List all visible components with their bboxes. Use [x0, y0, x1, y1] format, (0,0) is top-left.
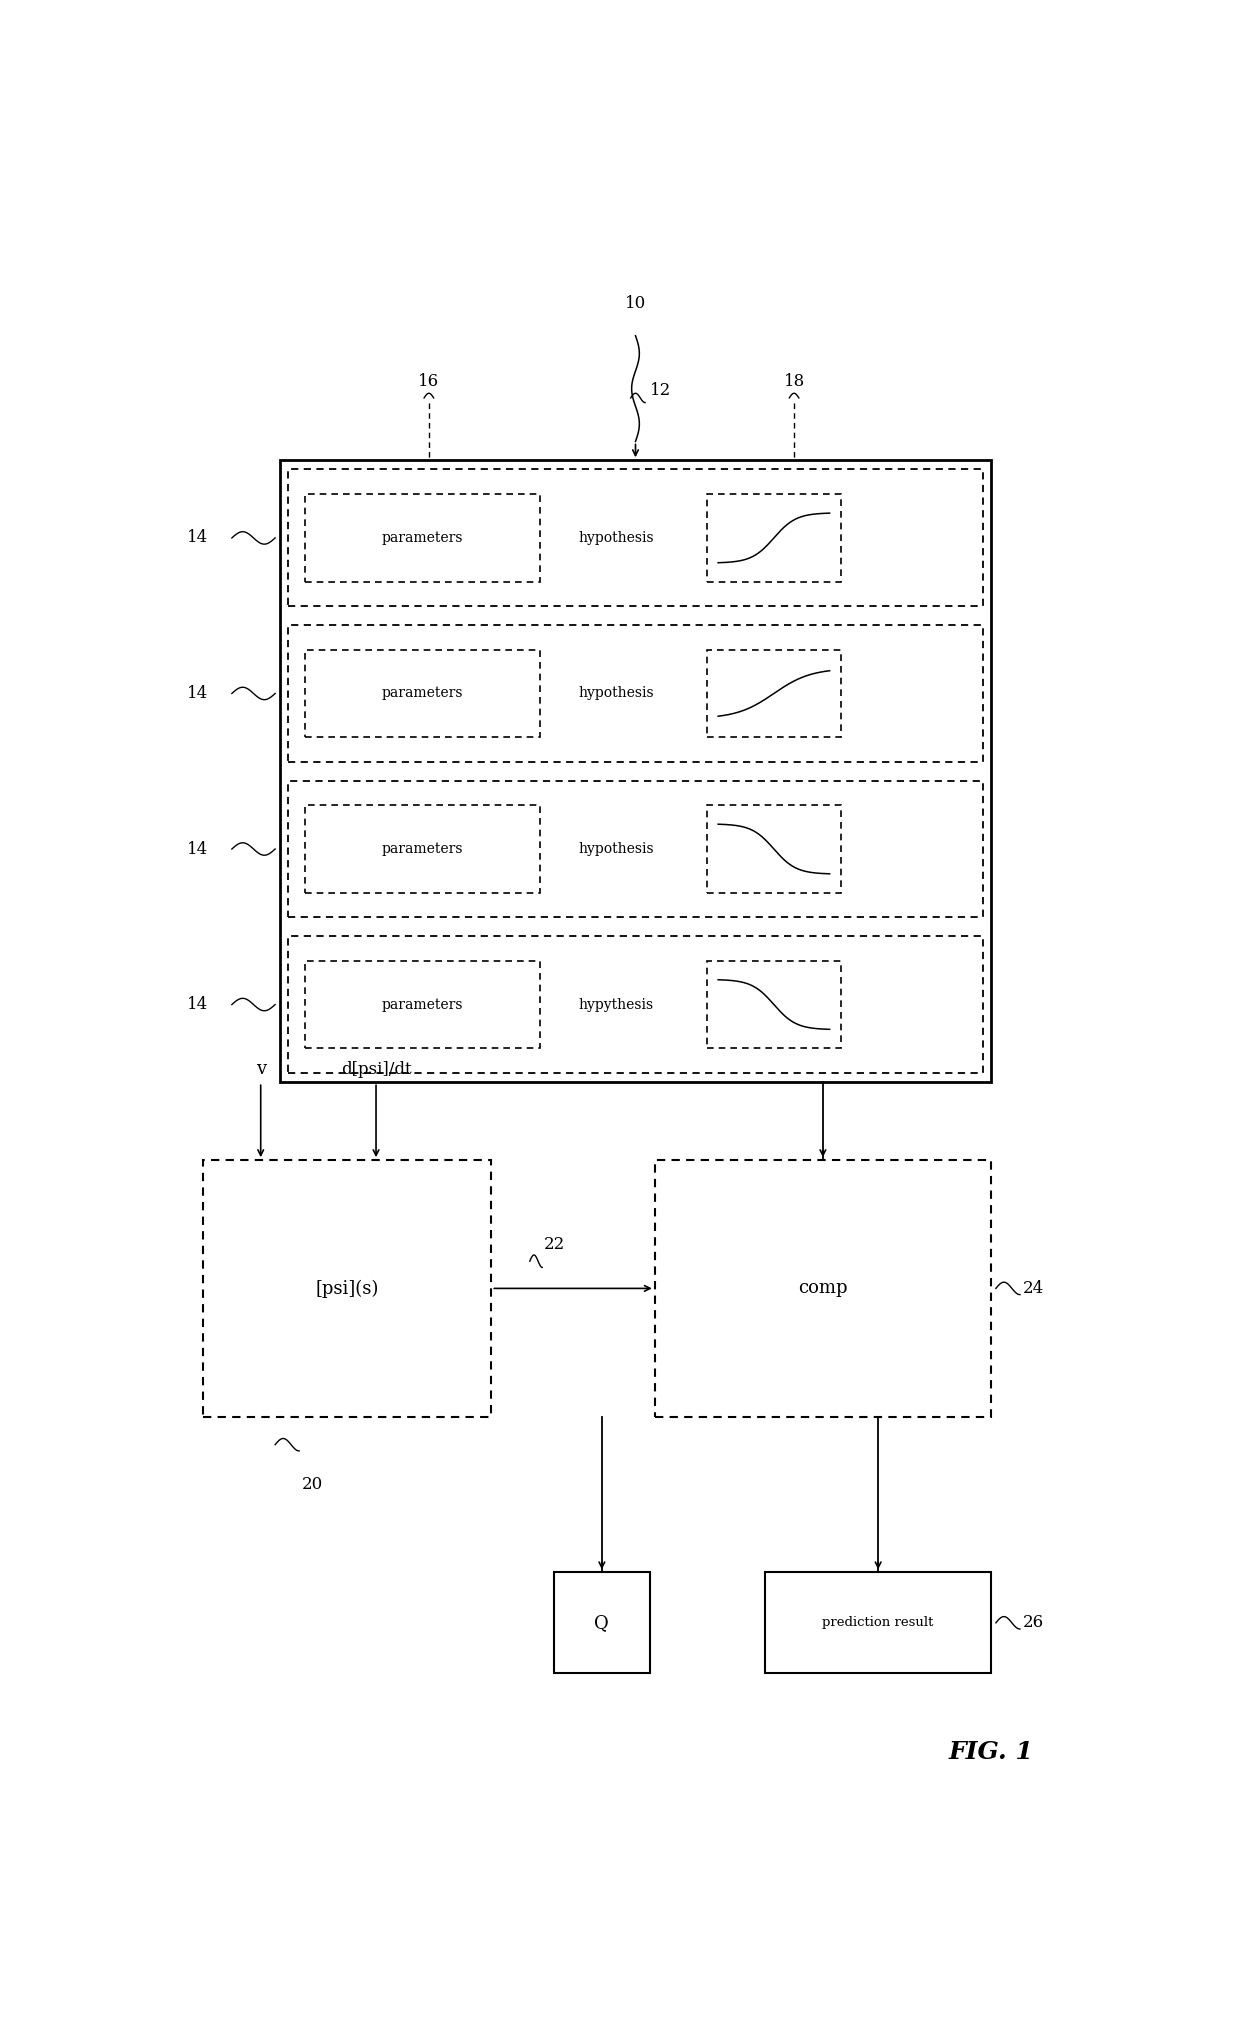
Text: 14: 14 — [186, 840, 208, 858]
Text: v: v — [255, 1060, 265, 1077]
Text: parameters: parameters — [382, 842, 464, 856]
Bar — [305, 962, 541, 1048]
Bar — [288, 624, 983, 762]
Text: 20: 20 — [303, 1477, 324, 1493]
Text: hypothesis: hypothesis — [579, 842, 655, 856]
Bar — [203, 1159, 491, 1416]
Bar — [655, 1159, 991, 1416]
Text: FIG. 1: FIG. 1 — [949, 1739, 1033, 1763]
Text: 14: 14 — [186, 529, 208, 547]
Text: Q: Q — [594, 1614, 609, 1632]
Bar — [707, 650, 841, 737]
Text: hypothesis: hypothesis — [579, 687, 655, 701]
Text: [psi](s): [psi](s) — [315, 1279, 379, 1297]
Bar — [305, 495, 541, 582]
Text: 14: 14 — [186, 996, 208, 1014]
Bar — [305, 806, 541, 893]
Bar — [707, 962, 841, 1048]
Text: 14: 14 — [186, 685, 208, 703]
Text: 26: 26 — [1023, 1614, 1044, 1632]
Bar — [707, 806, 841, 893]
Text: parameters: parameters — [382, 687, 464, 701]
Bar — [765, 1572, 991, 1673]
Text: parameters: parameters — [382, 531, 464, 545]
Bar — [707, 495, 841, 582]
Text: prediction result: prediction result — [822, 1616, 934, 1630]
Text: 22: 22 — [544, 1236, 565, 1252]
Text: d[psi]/dt: d[psi]/dt — [341, 1060, 412, 1077]
Text: hypothesis: hypothesis — [579, 531, 655, 545]
Bar — [280, 461, 991, 1083]
Text: 10: 10 — [625, 295, 646, 313]
Text: comp: comp — [799, 1279, 848, 1297]
Text: 24: 24 — [1023, 1281, 1044, 1297]
Bar — [288, 935, 983, 1073]
Bar — [288, 780, 983, 917]
Text: 18: 18 — [784, 374, 805, 390]
Text: parameters: parameters — [382, 998, 464, 1012]
Bar — [288, 469, 983, 606]
Text: 16: 16 — [418, 374, 439, 390]
Bar — [305, 650, 541, 737]
Text: hypythesis: hypythesis — [579, 998, 653, 1012]
Bar — [554, 1572, 650, 1673]
Text: 12: 12 — [650, 382, 671, 398]
